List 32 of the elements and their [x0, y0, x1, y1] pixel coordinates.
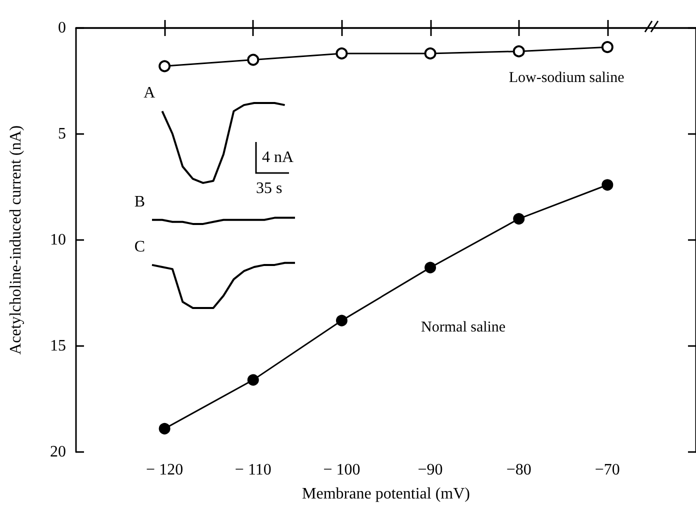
x-tick-label: −80	[506, 462, 532, 478]
point	[602, 179, 614, 191]
y-tick-label: 10	[50, 232, 66, 248]
annotation: 4 nA	[262, 149, 294, 166]
point	[247, 374, 259, 386]
point	[336, 314, 348, 326]
x-axis-title: Membrane potential (mV)	[302, 486, 470, 502]
y-tick-label: 0	[58, 20, 66, 36]
point	[513, 213, 525, 225]
point	[424, 262, 436, 274]
y-tick-label: 5	[58, 126, 66, 142]
x-tick-label: −70	[594, 462, 620, 478]
point	[158, 422, 170, 434]
point	[158, 60, 171, 72]
y-axis-title: Acetylcholine-induced current (nA)	[8, 125, 24, 355]
text: Normal saline	[421, 320, 506, 336]
x-tick-label: − 100	[323, 462, 360, 478]
y-tick-label: 15	[50, 338, 66, 354]
series-label: A	[144, 84, 156, 102]
series-label: C	[134, 238, 145, 256]
series-label: B	[134, 193, 145, 210]
x-tick-label: − 110	[234, 462, 272, 478]
point	[424, 47, 436, 60]
x-tick-label: − 120	[146, 462, 184, 478]
point	[247, 54, 260, 66]
point	[601, 41, 614, 54]
point	[512, 45, 525, 58]
series-label: Low-sodium saline	[508, 70, 625, 86]
x-tick-label: −90	[418, 462, 443, 478]
point	[336, 47, 348, 60]
annotation: 35 s	[256, 180, 282, 197]
y-tick-label: 20	[50, 444, 66, 460]
